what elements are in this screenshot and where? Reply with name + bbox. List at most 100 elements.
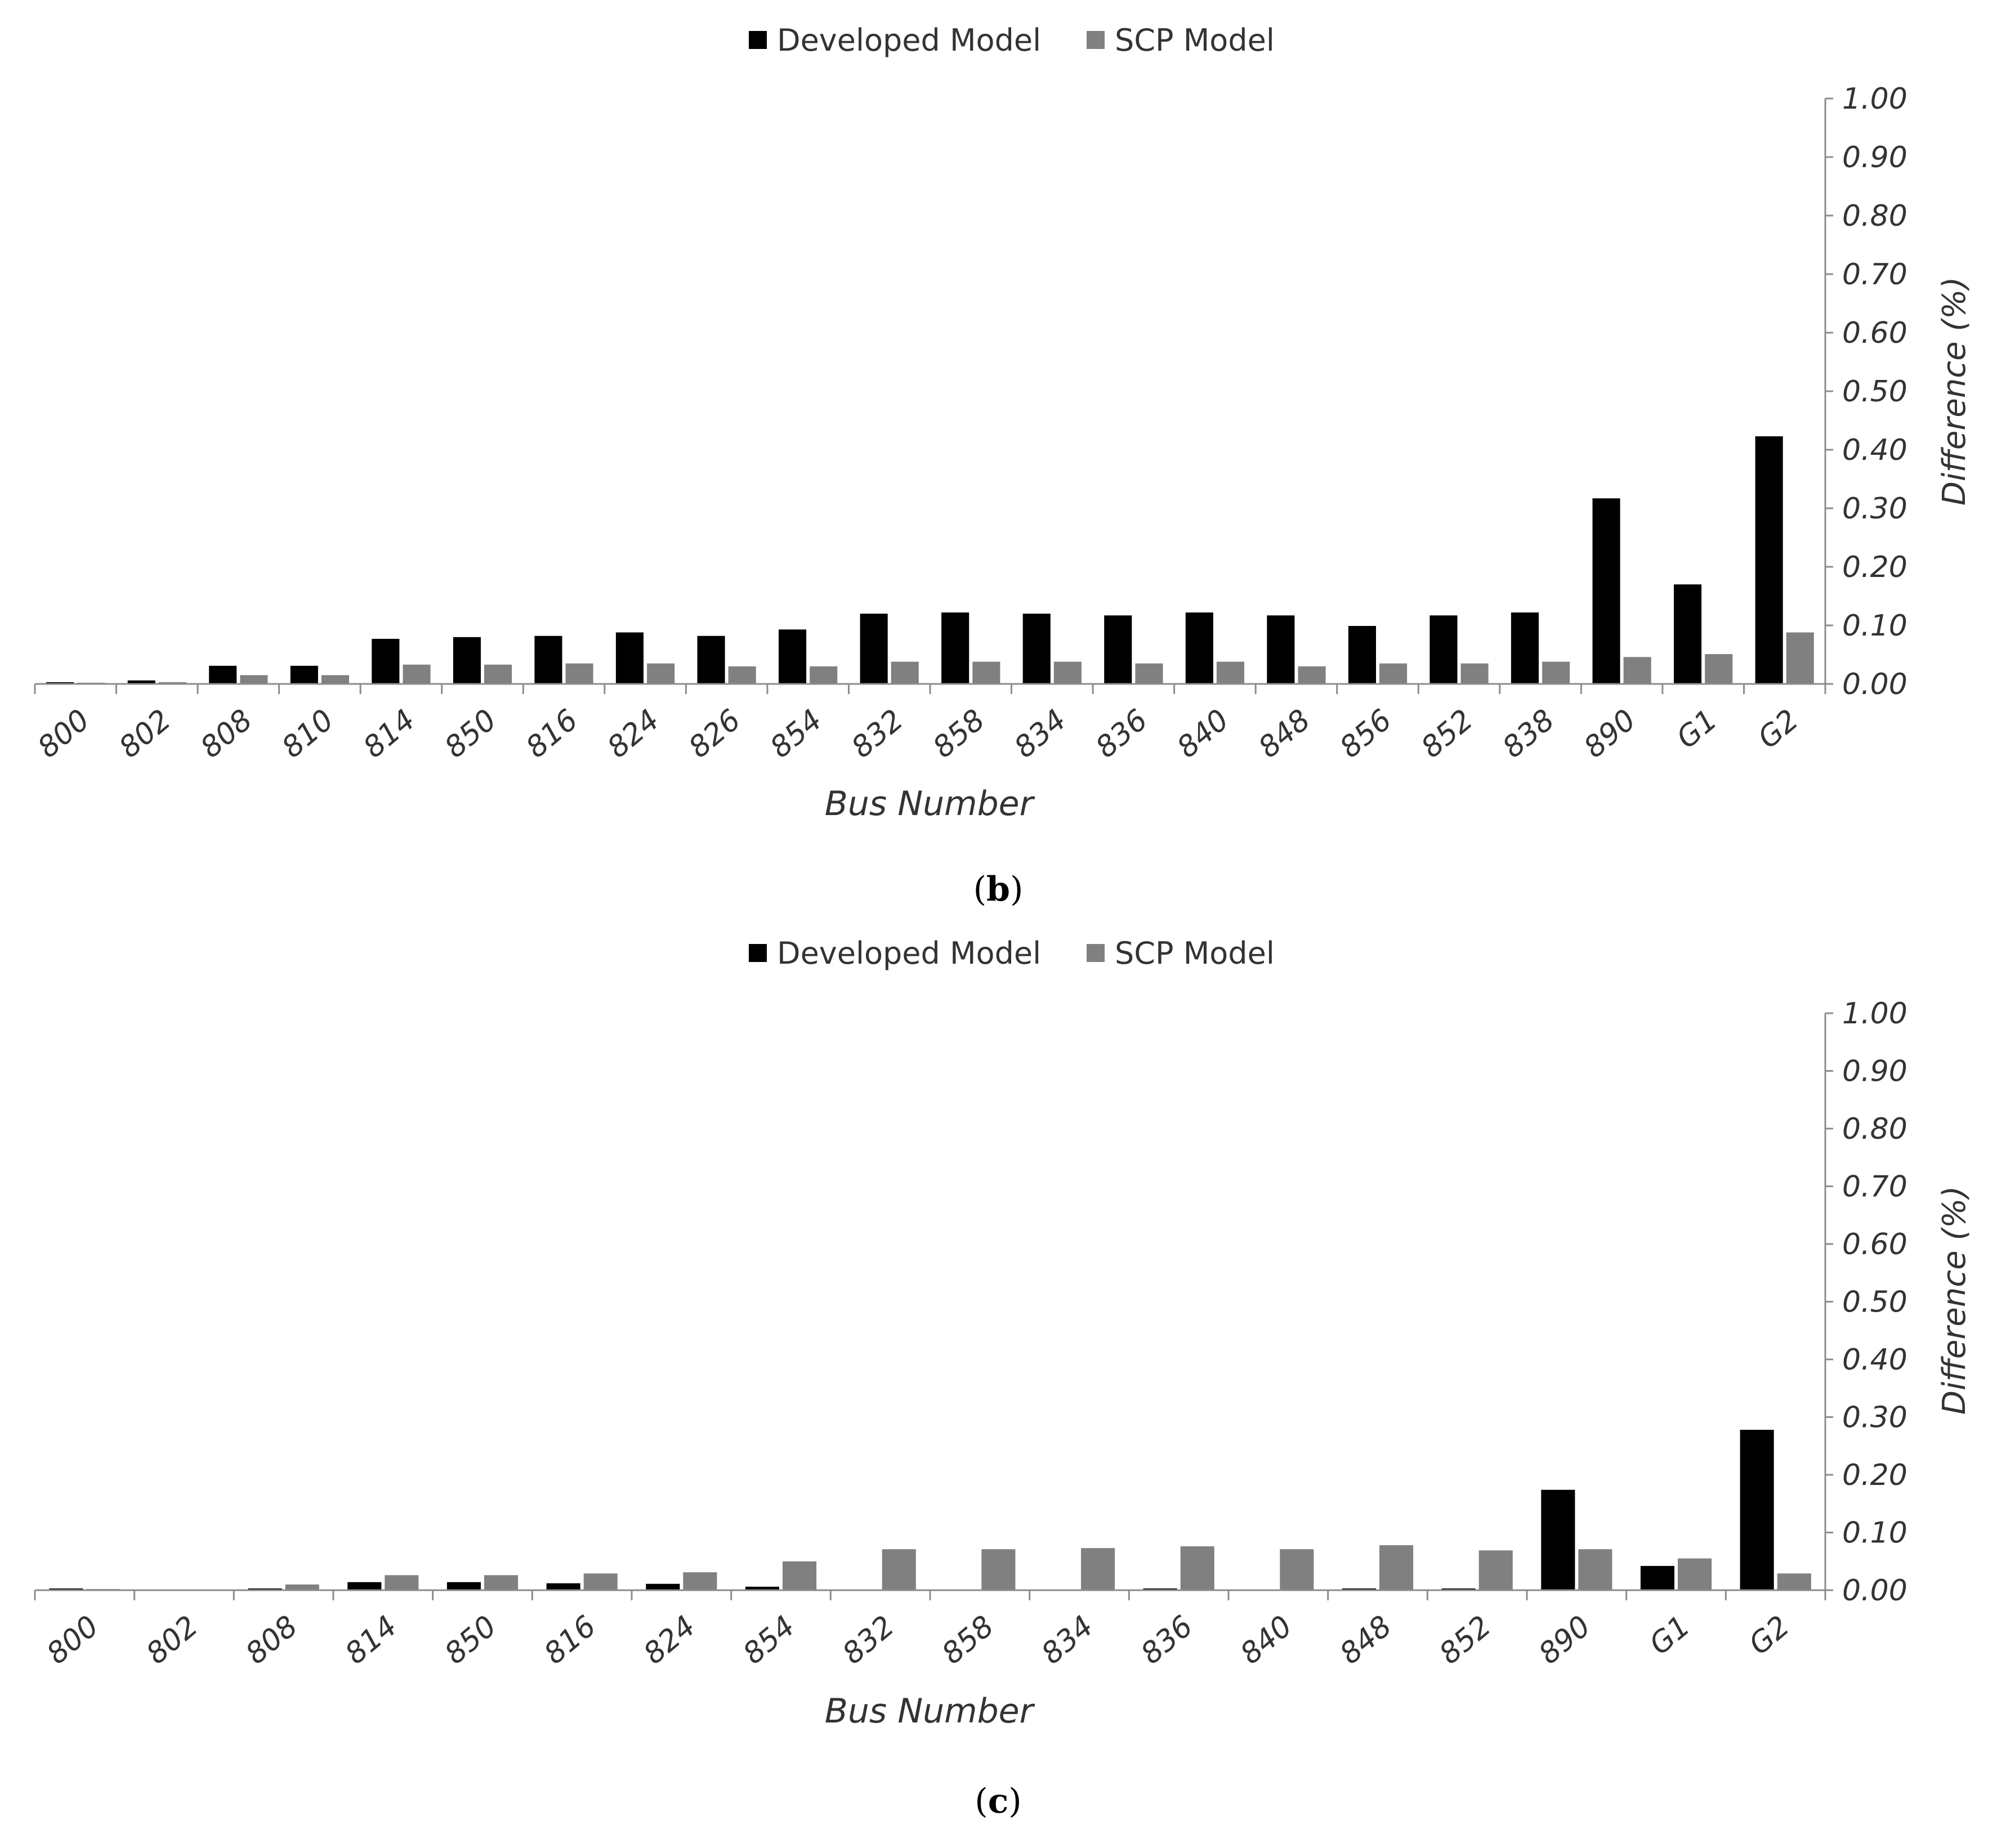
bar-scp-858 [981,1549,1016,1590]
bar-developed-832 [860,614,888,684]
x-tick-label: 824 [637,1609,702,1671]
x-tick-label: 854 [737,1609,802,1671]
bar-scp-802 [158,682,186,684]
bar-scp-834 [1081,1548,1115,1590]
x-tick-label: 802 [140,1609,205,1671]
x-tick-label: 840 [1234,1609,1299,1671]
x-tick-label: 808 [194,703,259,765]
y-tick-label: 0.10 [1842,609,1907,643]
bar-developed-834 [1022,614,1051,684]
x-tick-label: G2 [1752,703,1805,755]
x-axis-title: Bus Number [825,784,1035,824]
bar-developed-838 [1511,612,1539,684]
chart-panel-b: Developed Model SCP Model 0.00 0.10 0.20 0.… [32,23,1973,909]
y-tick-label: 0.00 [1842,668,1907,701]
x-tick-label: 832 [845,703,910,765]
bars [49,1430,1811,1591]
bar-developed-836 [1104,615,1132,684]
bar-developed-848 [1342,1588,1376,1590]
x-tick-label: 826 [682,703,747,765]
x-tick-label: 836 [1089,703,1154,765]
bar-developed-852 [1429,615,1458,684]
legend: Developed Model SCP Model [749,936,1275,971]
x-tick-label: 836 [1134,1609,1199,1671]
x-tick-label: 852 [1433,1609,1498,1671]
bar-scp-826 [728,666,756,684]
bar-developed-802 [127,680,155,684]
bar-developed-826 [697,636,725,684]
bar-scp-832 [882,1549,916,1590]
bar-scp-840 [1216,661,1244,684]
bar-scp-814 [403,664,431,684]
x-tick-label: 814 [357,703,422,765]
legend-swatch-developed [749,944,767,962]
x-axis-ticks: 800 802 808 814 850 816 824 854 832 858 834 836 840 8… [34,1590,1826,1671]
bar-developed-848 [1267,615,1295,684]
bar-scp-838 [1542,661,1570,684]
legend: Developed Model SCP Model [749,23,1275,58]
bar-scp-G1 [1678,1558,1712,1590]
bar-developed-890 [1592,498,1620,684]
x-tick-label: 850 [439,1609,503,1671]
x-tick-label: 890 [1533,1609,1597,1671]
bar-scp-G2 [1777,1573,1811,1590]
legend-swatch-scp [1087,944,1105,962]
legend-label-developed: Developed Model [777,23,1041,58]
y-tick-label: 0.00 [1842,1574,1907,1608]
bar-scp-890 [1578,1549,1612,1590]
y-tick-label: 0.40 [1842,1343,1907,1377]
x-tick-label: 816 [538,1609,602,1671]
x-tick-label: G2 [1743,1609,1796,1662]
panel-caption-c: (c) [975,1782,1021,1821]
bar-developed-854 [779,629,807,684]
y-tick-label: 0.60 [1842,316,1907,350]
bar-scp-G1 [1705,654,1733,684]
bar-developed-G2 [1755,436,1783,684]
x-tick-label: 890 [1578,703,1642,765]
bar-scp-850 [484,1575,519,1590]
bar-scp-854 [810,666,838,684]
y-tick-label: 0.40 [1842,433,1907,467]
panel-caption-b: (b) [973,870,1024,909]
y-tick-label: 0.30 [1842,492,1907,526]
x-tick-label: G1 [1643,1609,1697,1662]
y-tick-label: 0.50 [1842,375,1907,409]
y-tick-label: 0.20 [1842,551,1907,584]
x-axis-ticks: 800 802 808 810 814 850 816 824 826 854 832 858 834 8… [32,684,1826,765]
legend-label-scp: SCP Model [1115,23,1275,58]
bar-scp-808 [240,675,268,684]
y-axis-ticks: 0.00 0.10 0.20 0.30 0.40 0.50 0.60 0.70 0.80 0.90… [1825,82,1907,701]
x-tick-label: 850 [439,703,503,765]
x-tick-label: 840 [1171,703,1236,765]
bar-scp-852 [1460,663,1489,684]
bar-developed-824 [646,1583,680,1590]
bar-developed-G1 [1674,584,1702,684]
legend-label-developed: Developed Model [777,936,1041,971]
y-tick-label: 0.90 [1842,1055,1907,1089]
bar-scp-856 [1379,663,1408,684]
bars [46,436,1814,684]
bar-developed-808 [248,1588,282,1590]
y-tick-label: 0.50 [1842,1286,1907,1319]
bar-developed-840 [1185,612,1213,684]
x-tick-label: 848 [1334,1609,1399,1671]
x-tick-label: 800 [41,1609,105,1671]
x-tick-label: 800 [32,703,96,765]
bar-scp-808 [285,1584,319,1591]
bar-developed-890 [1541,1489,1575,1590]
y-tick-label: 0.30 [1842,1401,1907,1435]
y-tick-label: 0.70 [1842,1170,1907,1204]
y-tick-label: 0.90 [1842,141,1907,174]
chart-panel-c: Developed Model SCP Model 0.000.100.200.… [34,936,1973,1821]
bar-developed-816 [546,1583,580,1590]
bar-developed-800 [46,682,74,684]
bar-scp-816 [565,663,593,684]
bar-scp-848 [1298,666,1326,684]
bar-developed-808 [209,665,237,684]
x-tick-label: 856 [1334,703,1399,765]
bar-developed-824 [615,632,644,684]
x-tick-label: 802 [113,703,178,765]
y-tick-label: 0.20 [1842,1458,1907,1492]
legend-swatch-scp [1087,31,1105,49]
x-tick-label: 834 [1035,1609,1100,1671]
